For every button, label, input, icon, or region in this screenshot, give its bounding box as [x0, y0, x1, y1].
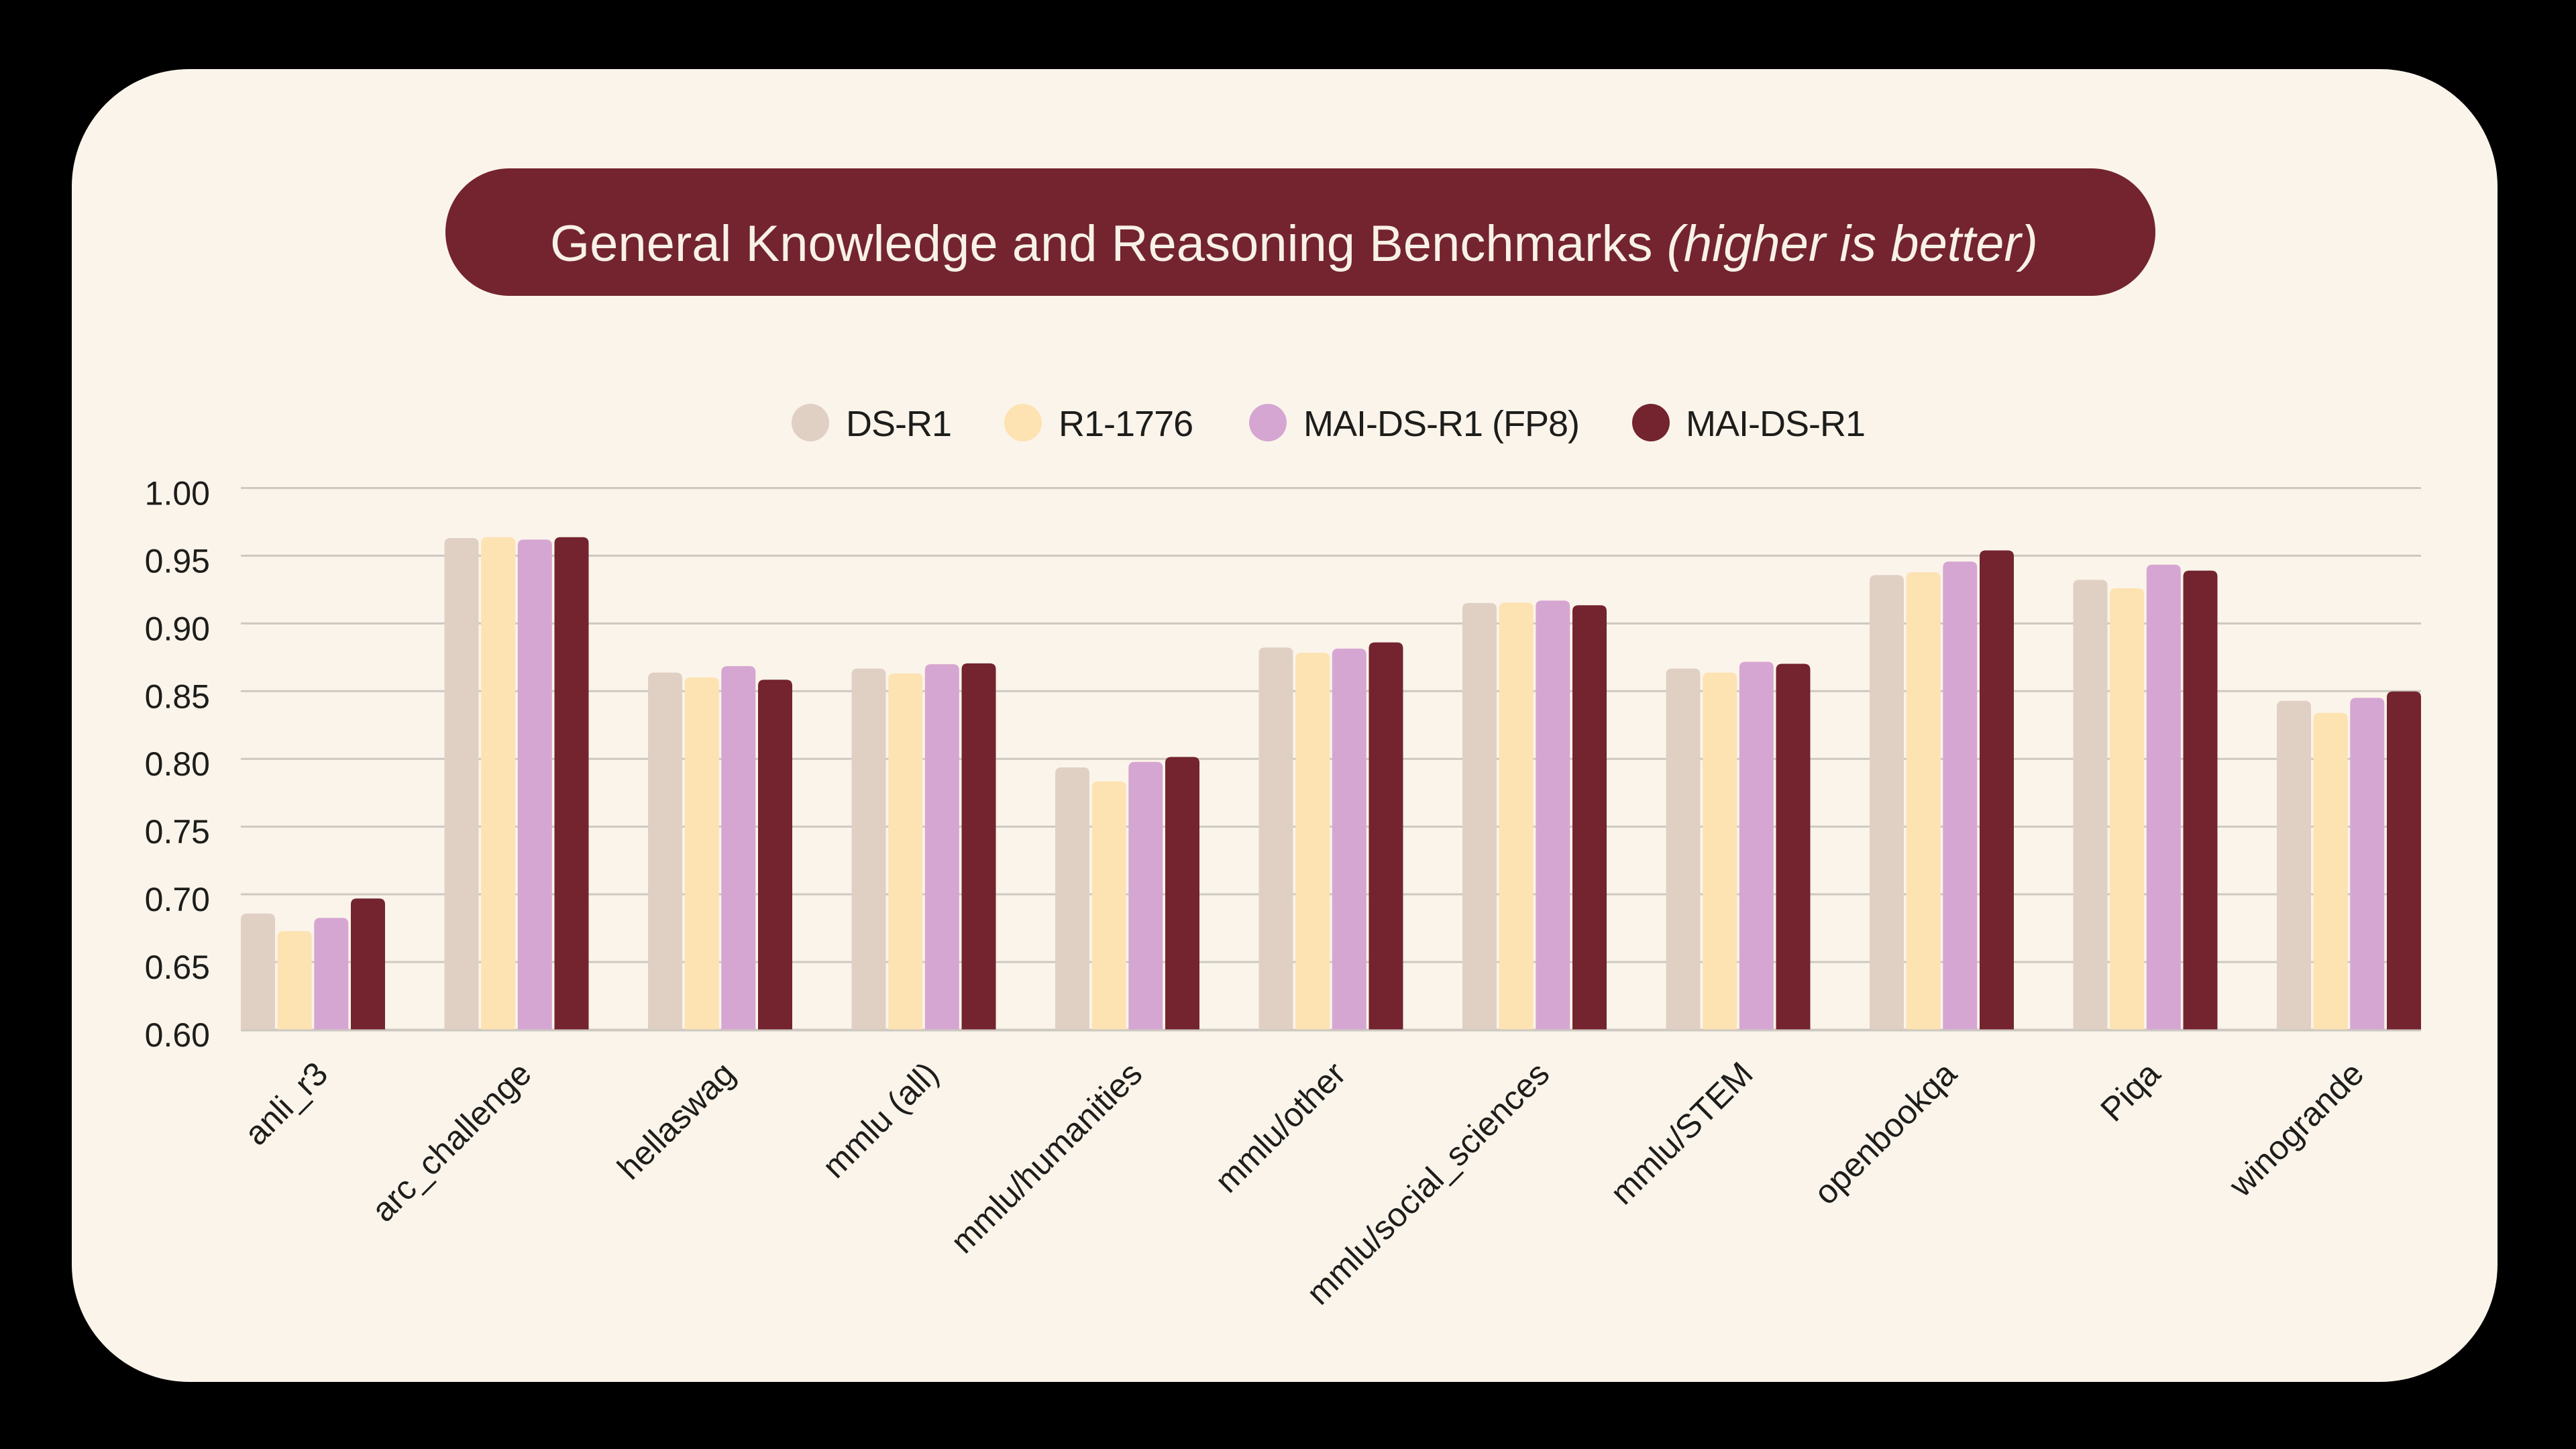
svg-text:0.65: 0.65 — [145, 949, 210, 986]
svg-text:1.00: 1.00 — [145, 475, 210, 513]
svg-text:DS-R1: DS-R1 — [846, 404, 951, 444]
svg-text:MAI-DS-R1: MAI-DS-R1 — [1686, 404, 1865, 444]
svg-text:0.70: 0.70 — [145, 881, 210, 918]
svg-text:MAI-DS-R1 (FP8): MAI-DS-R1 (FP8) — [1303, 404, 1579, 444]
svg-text:0.90: 0.90 — [145, 610, 210, 647]
svg-text:0.85: 0.85 — [145, 678, 210, 715]
svg-text:0.75: 0.75 — [145, 813, 210, 851]
svg-text:R1-1776: R1-1776 — [1059, 404, 1193, 444]
svg-text:0.95: 0.95 — [145, 542, 210, 580]
svg-text:0.80: 0.80 — [145, 745, 210, 783]
svg-text:0.60: 0.60 — [145, 1016, 210, 1054]
svg-text:General Knowledge and Reasonin: General Knowledge and Reasoning Benchmar… — [550, 215, 2038, 272]
